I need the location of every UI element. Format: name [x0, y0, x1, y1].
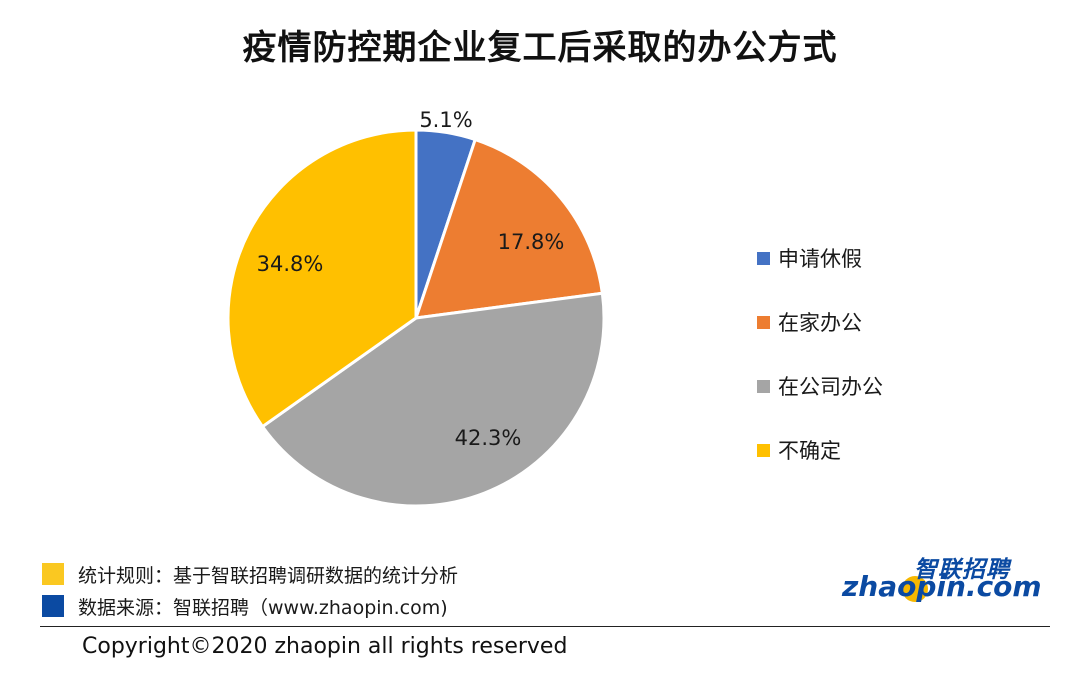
note-rule-swatch: [42, 563, 64, 585]
legend-item-2: 在公司办公: [757, 354, 883, 418]
legend-label-1: 在家办公: [778, 311, 862, 335]
note-source-swatch: [42, 595, 64, 617]
legend-swatch-2: [757, 379, 770, 393]
note-source-text: 数据来源：智联招聘（www.zhaopin.com): [78, 596, 448, 619]
slice-label-3: 34.8%: [257, 252, 324, 276]
notes: 统计规则：基于智联招聘调研数据的统计分析 数据来源：智联招聘（www.zhaop…: [42, 558, 458, 622]
legend-label-0: 申请休假: [778, 247, 862, 271]
legend-swatch-1: [757, 315, 770, 329]
legend-item-0: 申请休假: [757, 226, 883, 290]
note-rule: 统计规则：基于智联招聘调研数据的统计分析: [42, 558, 458, 590]
chart-title: 疫情防控期企业复工后采取的办公方式: [242, 28, 838, 68]
copyright-text: Copyright©2020 zhaopin all rights reserv…: [82, 634, 568, 659]
pie-slice-3: [226, 128, 418, 429]
legend-item-1: 在家办公: [757, 290, 883, 354]
legend-swatch-0: [757, 251, 770, 265]
logo-dot: [902, 576, 928, 602]
note-rule-text: 统计规则：基于智联招聘调研数据的统计分析: [78, 564, 459, 587]
pie-slice-1: [413, 137, 605, 320]
legend-swatch-3: [757, 443, 770, 457]
legend-label-3: 不确定: [778, 439, 841, 463]
zhaopin-logo: 智联招聘 zhaopin.com: [842, 550, 1042, 606]
slice-label-0: 5.1%: [419, 108, 472, 132]
chart-legend: 申请休假在家办公在公司办公不确定: [757, 226, 883, 482]
legend-label-2: 在公司办公: [778, 375, 883, 399]
slice-label-1: 17.8%: [498, 230, 565, 254]
footer-divider: [40, 626, 1050, 627]
pie-slice-2: [260, 291, 606, 508]
logo-bottom-text: zhaopin.com: [842, 570, 1042, 603]
legend-item-3: 不确定: [757, 418, 883, 482]
slice-label-2: 42.3%: [455, 426, 522, 450]
note-source: 数据来源：智联招聘（www.zhaopin.com): [42, 590, 458, 622]
logo-top-text: 智联招聘: [914, 557, 1010, 583]
